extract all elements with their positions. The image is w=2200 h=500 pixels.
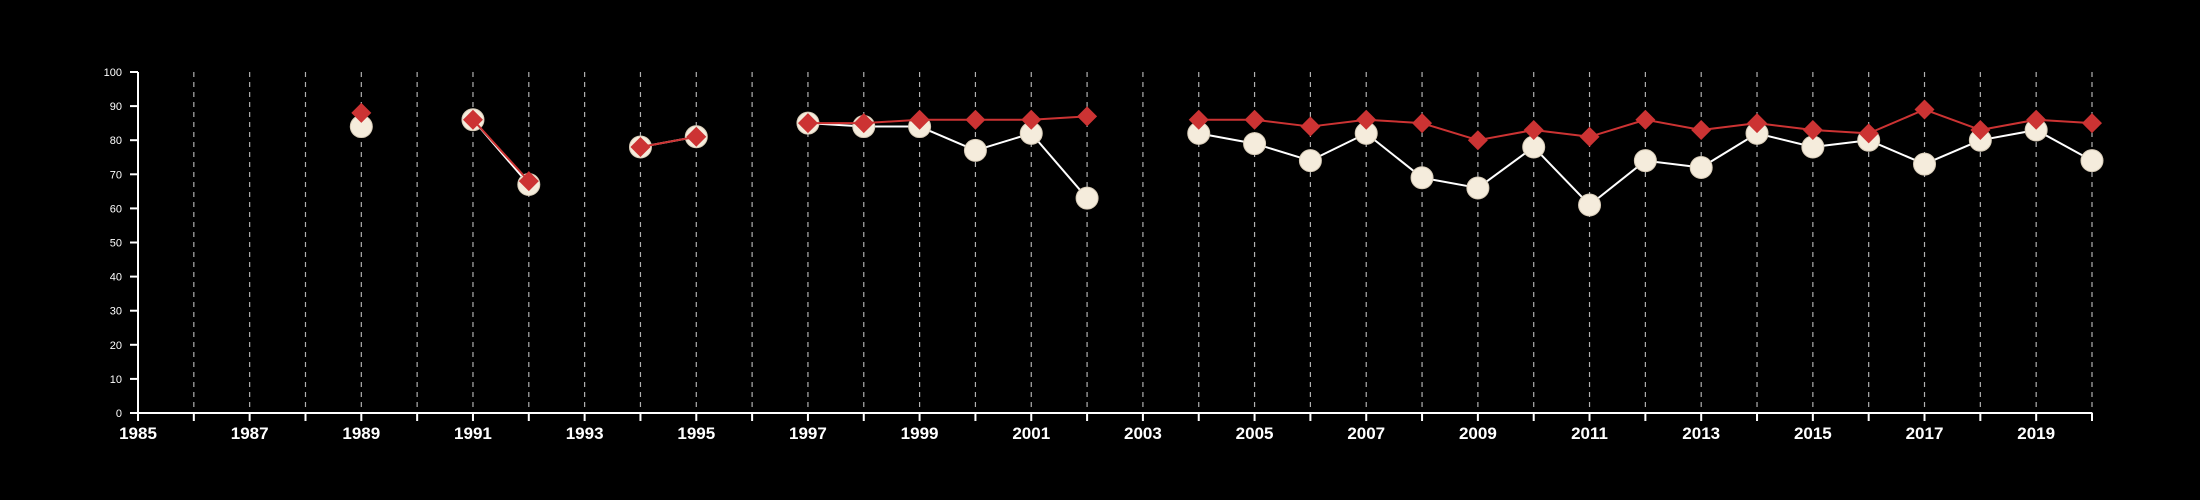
series-1-point-1998 [853,113,874,134]
series-1-point-1995 [686,126,707,147]
series-1-point-2014 [1747,113,1768,134]
series-0-segment-2010 [1477,146,1535,189]
series-1-point-1992 [518,171,539,192]
series-1-point-2001 [1021,109,1042,130]
series-1-point-2002 [1077,106,1098,127]
series-0-markers [349,108,2104,217]
series-1-segment-2009 [1421,122,1479,142]
series-1-point-2011 [1579,126,1600,147]
y-tick-label-10: 10 [110,374,122,386]
y-tick-label-100: 100 [104,67,122,79]
series-1-point-2015 [1802,119,1823,140]
y-tick-label-50: 50 [110,238,122,250]
series-1-segment-2006 [1254,118,1311,128]
x-tick-label-1999: 1999 [901,424,939,443]
series-1-segment-2013 [1645,118,1702,131]
x-tick-label-1993: 1993 [566,424,604,443]
series-1-point-1991 [462,109,483,130]
series-1-point-2009 [1467,130,1488,151]
series-0-point-2012 [1633,149,1657,173]
x-tick-label-2003: 2003 [1124,424,1162,443]
x-tick-label-1987: 1987 [231,424,269,443]
series-1-lines [472,108,2093,182]
series-1-point-2018 [1970,119,1991,140]
x-tick-label-2013: 2013 [1682,424,1720,443]
series-1-point-2000 [965,109,986,130]
series-0-point-2020 [2080,149,2104,173]
x-tick-label-1989: 1989 [342,424,380,443]
series-1-segment-2017 [1868,108,1925,135]
x-tick-label-2007: 2007 [1347,424,1385,443]
series-0-point-2008 [1410,166,1434,190]
series-1-segment-2014 [1701,122,1758,131]
series-0-segment-2012 [1588,159,1646,206]
series-0-segment-2008 [1365,132,1423,179]
series-1-point-2010 [1523,119,1544,140]
y-tick-label-70: 70 [110,169,122,181]
series-0-point-2009 [1466,176,1490,200]
series-1-point-2016 [1858,123,1879,144]
series-0-segment-2002 [1030,132,1088,199]
y-tick-label-20: 20 [110,340,122,352]
axis-layer: 1985 1987 1989 1991 1993 1995 1997 1999 2001 2003… [104,67,2093,443]
series-1-segment-2019 [1980,118,2037,131]
grid-layer [193,72,2093,413]
series-0-point-2000 [963,138,987,162]
y-tick-label-40: 40 [110,272,122,284]
x-tick-label-1985: 1985 [119,424,157,443]
series-1-segment-2015 [1756,122,1813,131]
series-1-point-1989 [351,102,372,123]
x-tick-label-2017: 2017 [1906,424,1944,443]
series-1-markers [351,99,2102,192]
series-1-point-2012 [1635,109,1656,130]
series-1-point-2019 [2026,109,2047,130]
series-0-segment-2011 [1532,146,1591,206]
series-0-point-2005 [1243,132,1267,156]
x-tick-label-1997: 1997 [789,424,827,443]
x-tick-label-1991: 1991 [454,424,492,443]
x-tick-label-2005: 2005 [1236,424,1274,443]
series-0-point-2002 [1075,186,1099,210]
series-0-point-2006 [1298,149,1322,173]
x-tick-label-2011: 2011 [1571,424,1608,443]
x-tick-label-2015: 2015 [1794,424,1832,443]
y-tick-label-0: 0 [116,408,122,420]
series-1-point-2005 [1244,109,1265,130]
series-1-point-1997 [797,113,818,134]
y-tick-label-90: 90 [110,101,122,113]
x-tick-label-2019: 2019 [2017,424,2055,443]
series-0 [349,108,2104,217]
series-1-point-1999 [909,109,930,130]
series-1-point-2004 [1188,109,1209,130]
series-1-segment-2018 [1924,108,1981,131]
x-tick-label-2001: 2001 [1012,424,1050,443]
y-tick-label-60: 60 [110,203,122,215]
y-tick-label-80: 80 [110,135,122,147]
y-tick-label-30: 30 [110,306,122,318]
series-0-point-2011 [1578,193,1602,217]
series-0-point-2013 [1689,155,1713,179]
series-1-segment-2007 [1310,118,1367,128]
series-1-segment-1995 [640,135,697,149]
series-1 [351,99,2102,192]
series-1-segment-2012 [1589,118,1646,138]
series-0-point-2017 [1913,152,1937,176]
series-1-point-2006 [1300,116,1321,137]
x-tick-label-1995: 1995 [677,424,715,443]
series-1-point-2013 [1691,119,1712,140]
series-1-point-2017 [1914,99,1935,120]
series-1-segment-1992 [472,119,530,182]
series-1-point-2020 [2082,113,2102,134]
series-1-point-2008 [1412,113,1433,134]
x-tick-label-2009: 2009 [1459,424,1497,443]
series-1-point-2007 [1356,109,1377,130]
series-1-segment-2011 [1533,128,1590,138]
series-1-point-1994 [630,137,651,158]
series-layer [349,99,2104,217]
series-1-segment-2010 [1477,128,1534,142]
